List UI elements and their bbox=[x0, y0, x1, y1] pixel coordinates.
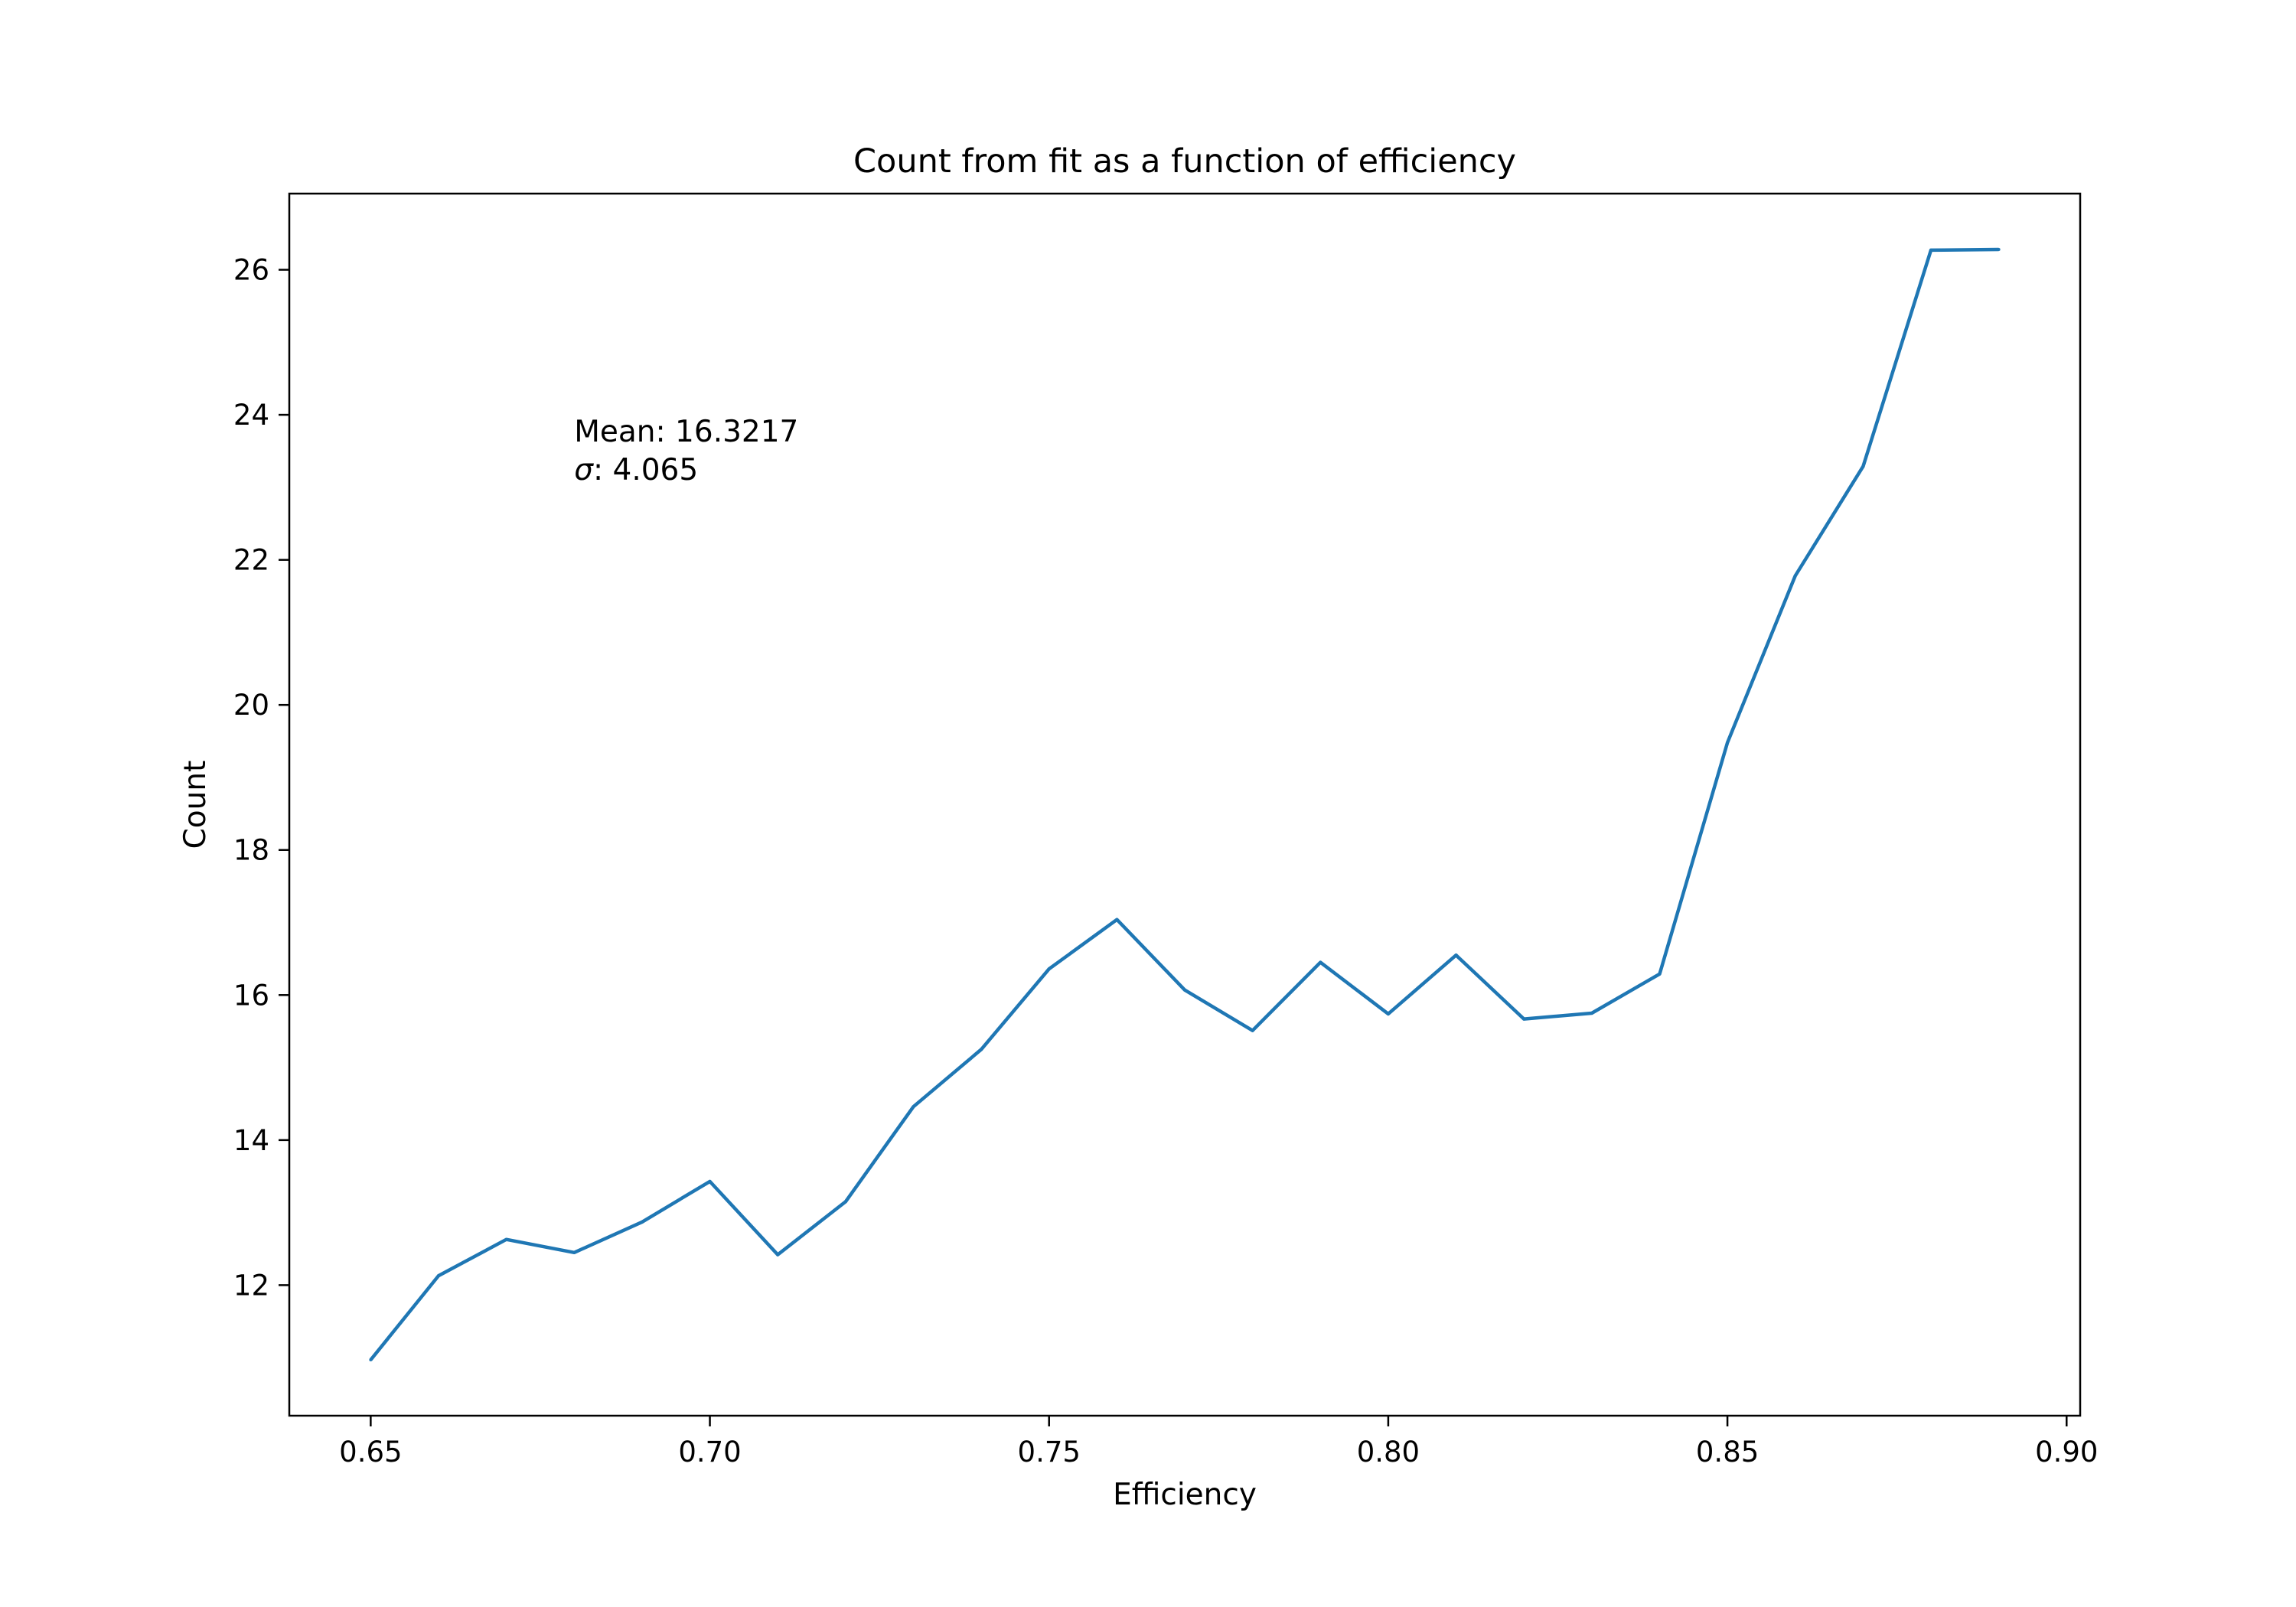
data-point bbox=[1590, 1011, 1593, 1015]
y-tick-label: 12 bbox=[233, 1269, 269, 1302]
x-axis-label: Efficiency bbox=[1113, 1478, 1257, 1512]
data-point bbox=[1115, 918, 1119, 921]
data-point bbox=[1251, 1028, 1254, 1032]
data-point bbox=[1861, 464, 1865, 468]
data-point bbox=[1522, 1017, 1526, 1021]
data-point bbox=[1454, 953, 1458, 957]
data-point bbox=[1726, 741, 1730, 745]
chart-title: Count from fit as a function of efficien… bbox=[853, 142, 1516, 181]
x-tick-label: 0.70 bbox=[678, 1436, 741, 1468]
x-tick-label: 0.90 bbox=[2035, 1436, 2098, 1468]
x-tick-label: 0.75 bbox=[1018, 1436, 1081, 1468]
x-tick-label: 0.80 bbox=[1357, 1436, 1420, 1468]
plot-area-frame bbox=[288, 192, 2082, 1417]
annotation-sigma: σ: 4.065 bbox=[574, 453, 698, 487]
y-tick-label: 24 bbox=[233, 399, 269, 432]
x-tick-label: 0.85 bbox=[1696, 1436, 1759, 1468]
data-point bbox=[708, 1179, 712, 1183]
y-tick-label: 26 bbox=[233, 254, 269, 287]
data-points bbox=[369, 247, 2001, 1362]
y-tick-label: 22 bbox=[233, 544, 269, 577]
data-point bbox=[912, 1105, 915, 1109]
data-point bbox=[776, 1253, 780, 1257]
data-point bbox=[504, 1237, 508, 1241]
data-point bbox=[1319, 960, 1322, 964]
data-point bbox=[1183, 988, 1186, 992]
x-tick-label: 0.65 bbox=[339, 1436, 402, 1468]
annotation-mean: Mean: 16.3217 bbox=[574, 415, 798, 449]
data-point bbox=[980, 1048, 983, 1051]
data-point bbox=[1386, 1012, 1390, 1015]
data-point bbox=[1047, 967, 1051, 971]
y-tick-label: 14 bbox=[233, 1124, 269, 1157]
axis-ticks: 0.65 0.70 0.75 0.80 0.85 0.90 12 14 16 18 20 22 24 26 bbox=[233, 254, 2099, 1468]
data-point bbox=[572, 1250, 576, 1254]
data-point bbox=[437, 1274, 440, 1278]
data-point bbox=[1793, 574, 1797, 578]
y-tick-label: 18 bbox=[233, 834, 269, 867]
data-point bbox=[1997, 247, 2001, 251]
y-tick-label: 20 bbox=[233, 689, 269, 722]
sigma-value: : 4.065 bbox=[593, 453, 698, 487]
data-point bbox=[843, 1200, 847, 1204]
sigma-symbol: σ bbox=[574, 453, 594, 487]
y-tick-label: 16 bbox=[233, 979, 269, 1012]
data-point bbox=[1929, 248, 1932, 252]
y-axis-label: Count bbox=[178, 761, 213, 849]
data-point bbox=[1658, 972, 1662, 976]
data-point bbox=[640, 1220, 644, 1224]
data-point bbox=[369, 1358, 373, 1362]
